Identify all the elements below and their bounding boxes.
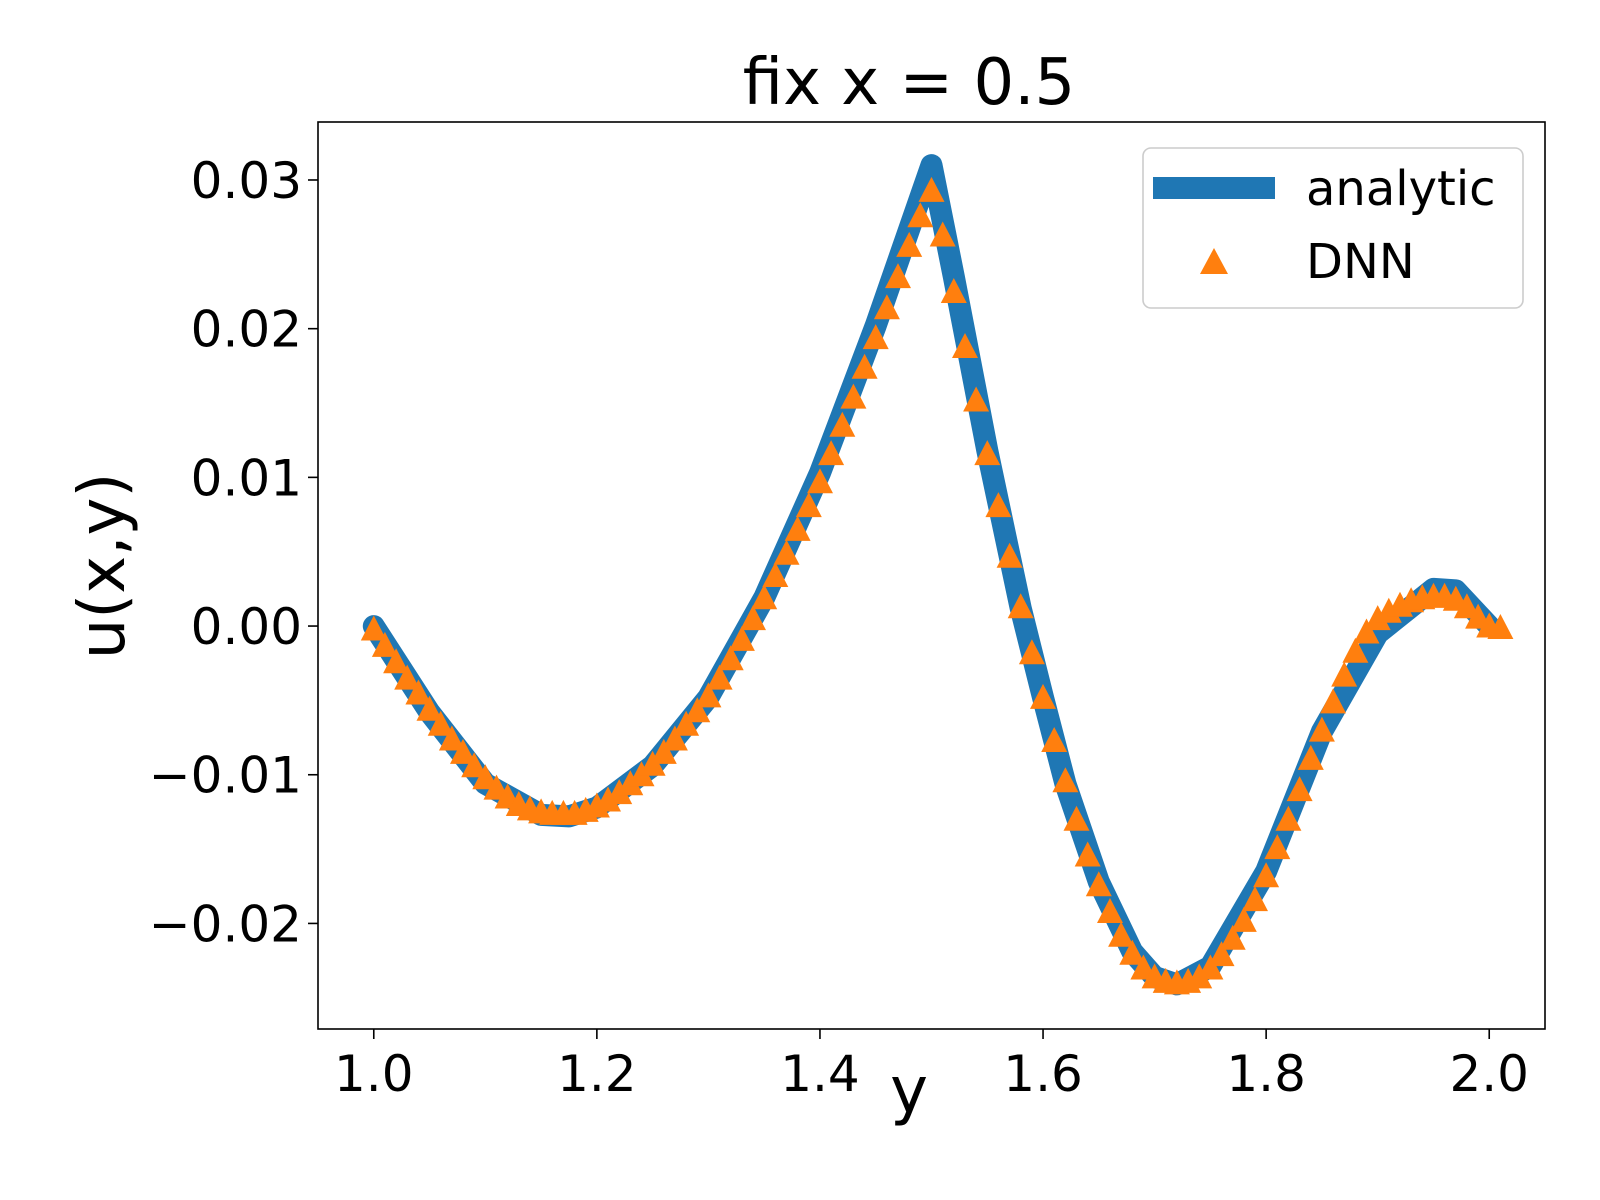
series-dnn-marker — [1308, 716, 1335, 742]
series-dnn-marker — [1208, 941, 1235, 967]
series-dnn-marker — [940, 278, 967, 303]
plot-area — [360, 154, 1514, 996]
series-dnn-marker — [829, 411, 856, 437]
series-dnn-marker — [1219, 924, 1246, 950]
y-tick-label: 0.00 — [191, 598, 302, 656]
series-dnn-marker — [1119, 939, 1146, 965]
series-dnn-marker — [807, 468, 833, 494]
chart-title: fix x = 0.5 — [743, 46, 1076, 120]
series-dnn-marker — [974, 440, 1001, 466]
y-tick-label: 0.01 — [191, 449, 302, 507]
series-dnn-marker — [963, 386, 990, 412]
series-dnn-marker — [1097, 898, 1123, 923]
series-dnn-marker — [472, 764, 499, 790]
series-dnn-marker — [695, 682, 722, 708]
series-dnn-marker — [450, 738, 476, 764]
series-dnn-marker — [717, 645, 744, 671]
series-dnn-marker — [1264, 834, 1291, 860]
series-dnn-marker — [795, 492, 822, 518]
series-dnn-marker — [985, 492, 1012, 518]
series-dnn-marker — [873, 294, 900, 320]
legend: analytic DNN — [1142, 147, 1524, 309]
x-tick-label: 1.2 — [557, 1045, 637, 1103]
series-dnn-marker — [885, 263, 911, 289]
y-tick-label: 0.02 — [191, 301, 302, 359]
series-dnn-marker — [1275, 805, 1302, 831]
series-dnn-marker — [862, 324, 889, 350]
plot-frame — [317, 121, 1546, 1030]
y-axis-ticks: −0.02 −0.01 0.00 0.01 0.02 0.03 — [149, 152, 318, 953]
series-dnn-marker — [952, 333, 978, 358]
series-dnn-marker — [617, 770, 644, 796]
series-dnn-marker — [371, 631, 398, 657]
series-dnn-marker — [360, 615, 387, 641]
series-dnn-marker — [405, 679, 432, 705]
series-dnn-marker — [673, 710, 700, 736]
x-axis-ticks: 1.0 1.2 1.4 1.6 1.8 2.0 — [334, 1029, 1529, 1103]
y-axis-label: u(x,y) — [66, 473, 140, 660]
x-tick-label: 1.0 — [334, 1045, 414, 1103]
series-dnn-marker — [1197, 954, 1224, 980]
series-dnn-marker — [1186, 963, 1213, 989]
series-dnn-marker — [1074, 841, 1101, 867]
series-dnn-marker — [1242, 886, 1268, 912]
series-dnn-marker — [1297, 744, 1324, 770]
legend-dnn-swatch — [1200, 248, 1228, 274]
series-dnn-marker — [1342, 637, 1369, 663]
series-dnn-marker — [595, 786, 621, 812]
x-tick-label: 1.4 — [780, 1045, 860, 1103]
series-dnn-marker — [740, 605, 766, 631]
y-tick-label: 0.03 — [191, 152, 302, 210]
series-dnn-marker — [661, 725, 688, 751]
series-dnn-marker — [996, 542, 1023, 568]
legend-analytic-label: analytic — [1306, 161, 1496, 217]
series-dnn-marker — [1052, 767, 1079, 793]
series-dnn-marker — [438, 725, 465, 751]
series-dnn-marker — [851, 353, 878, 379]
series-dnn-marker — [773, 539, 800, 565]
series-dnn-marker — [896, 231, 923, 257]
series-dnn-marker — [1364, 605, 1391, 631]
y-tick-label: −0.02 — [149, 895, 302, 953]
series-dnn-marker — [650, 738, 677, 764]
series-dnn-marker — [1007, 593, 1034, 619]
x-tick-label: 1.6 — [1003, 1045, 1083, 1103]
series-dnn-marker — [929, 221, 956, 247]
series-dnn-marker — [1030, 683, 1056, 709]
series-dnn-marker — [1085, 871, 1112, 897]
series-dnn-marker — [762, 562, 789, 587]
series-dnn-marker — [1063, 805, 1090, 831]
series-dnn-marker — [1487, 614, 1514, 639]
x-tick-label: 2.0 — [1449, 1045, 1529, 1103]
series-dnn-marker — [784, 515, 811, 541]
series-dnn-marker — [1353, 618, 1380, 644]
series-dnn-marker — [1453, 593, 1480, 619]
series-dnn-marker — [1108, 921, 1135, 947]
series-dnn-marker — [1331, 661, 1358, 687]
series-dnn-marker — [394, 664, 421, 690]
y-tick-label: −0.01 — [149, 747, 302, 805]
series-dnn-marker — [1286, 776, 1313, 802]
series-dnn-marker — [1320, 688, 1347, 714]
series-dnn-marker — [1253, 862, 1280, 888]
series-dnn-marker — [1230, 906, 1257, 932]
series-dnn-marker — [427, 710, 454, 736]
series-dnn-marker — [818, 440, 845, 466]
series-dnn-marker — [907, 202, 934, 228]
series-dnn-marker — [416, 695, 443, 721]
series-dnn-marker — [840, 383, 867, 409]
x-axis-label: y — [890, 1054, 928, 1128]
series-dnn-marker — [918, 176, 945, 202]
series-dnn-marker — [383, 648, 410, 674]
series-dnn-marker — [1018, 639, 1045, 665]
series-dnn-marker — [461, 752, 488, 778]
legend-dnn-label: DNN — [1306, 234, 1415, 290]
series-dnn-marker — [684, 697, 711, 723]
series-dnn-marker — [751, 584, 778, 610]
series-dnn-marker — [706, 664, 733, 690]
series-dnn-marker — [728, 625, 755, 651]
series-dnn-marker — [1041, 727, 1068, 752]
x-tick-label: 1.8 — [1226, 1045, 1306, 1103]
